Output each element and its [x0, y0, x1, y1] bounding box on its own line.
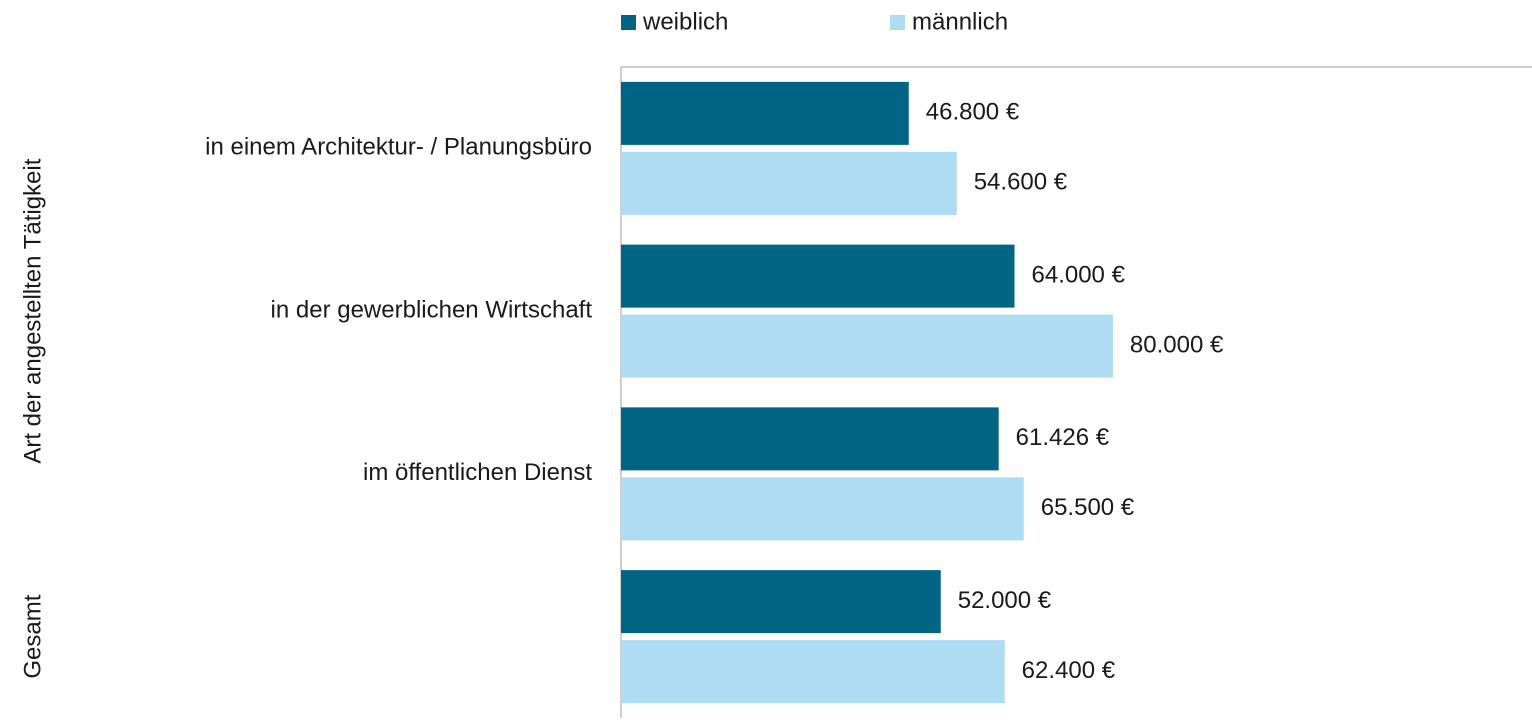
bar: [621, 570, 941, 634]
value-label: 80.000 €: [1130, 331, 1224, 358]
legend-label: weiblich: [642, 8, 728, 35]
y-group-label: Gesamt: [19, 594, 46, 678]
value-label: 65.500 €: [1041, 494, 1135, 521]
bar: [621, 151, 957, 215]
bar: [621, 477, 1024, 541]
value-label: 52.000 €: [958, 587, 1052, 614]
value-label: 62.400 €: [1022, 657, 1116, 684]
legend-label: männlich: [912, 8, 1008, 35]
y-group-label: Art der angestellten Tätigkeit: [19, 158, 46, 463]
bar: [621, 640, 1005, 704]
y-tick-label: in der gewerblichen Wirtschaft: [271, 296, 593, 323]
value-label: 64.000 €: [1032, 261, 1126, 288]
bar: [621, 314, 1113, 378]
y-tick-label: im öffentlichen Dienst: [363, 459, 592, 486]
legend-swatch: [621, 15, 636, 30]
value-label: 46.800 €: [926, 99, 1020, 126]
y-tick-label: in einem Architektur- / Planungsbüro: [205, 134, 592, 161]
bar: [621, 81, 909, 145]
bar: [621, 244, 1015, 308]
value-label: 61.426 €: [1016, 424, 1110, 451]
bar: [621, 407, 999, 471]
value-label: 54.600 €: [974, 169, 1068, 196]
legend-swatch: [890, 15, 905, 30]
